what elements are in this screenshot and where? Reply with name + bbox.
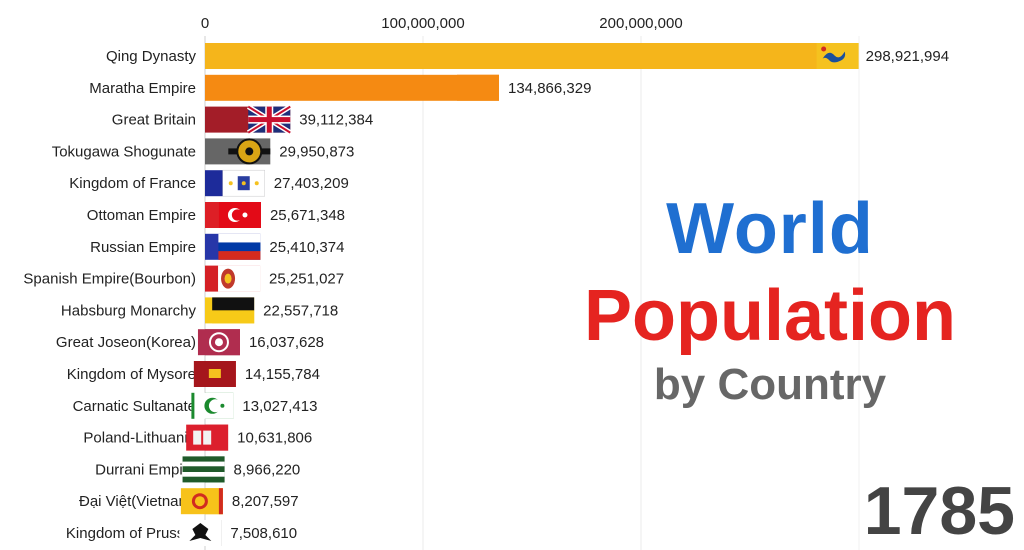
joseon-flag xyxy=(197,329,240,356)
mysore-flag xyxy=(193,361,236,387)
value-label: 25,410,374 xyxy=(269,239,344,256)
value-label: 25,251,027 xyxy=(269,271,344,288)
category-label: Ottoman Empire xyxy=(87,207,196,224)
value-label: 16,037,628 xyxy=(249,334,324,351)
chart-title-population: Population xyxy=(584,276,956,356)
spanish-bourbon-arms-flag xyxy=(218,265,261,292)
category-label: Đại Việt(Vietnam) xyxy=(79,493,196,510)
category-label: Durrani Empire xyxy=(95,461,196,478)
category-label: Great Britain xyxy=(112,112,196,129)
value-label: 39,112,384 xyxy=(299,112,373,129)
year-label: 1785 xyxy=(863,473,1015,549)
category-label: Kingdom of Prussia xyxy=(66,525,197,542)
value-label: 14,155,784 xyxy=(245,366,320,383)
union-jack-flag xyxy=(246,104,292,135)
category-label: Maratha Empire xyxy=(89,80,196,97)
bourbon-royal-flag xyxy=(222,169,265,197)
qing-dragon-flag xyxy=(816,43,859,69)
carnatic-crescent-flag xyxy=(191,392,234,419)
value-label: 7,508,610 xyxy=(230,525,297,542)
category-label: Kingdom of Mysore xyxy=(67,366,196,383)
bar xyxy=(205,43,857,69)
value-label: 29,950,873 xyxy=(279,143,354,160)
x-tick-label: 200,000,000 xyxy=(599,15,682,32)
value-label: 22,557,718 xyxy=(263,302,338,319)
category-label: Tokugawa Shogunate xyxy=(52,143,196,160)
poland-lithuania-flag xyxy=(186,424,229,451)
value-label: 134,866,329 xyxy=(508,80,591,97)
category-label: Qing Dynasty xyxy=(106,48,197,65)
ottoman-crescent-flag xyxy=(218,202,261,228)
category-label: Poland-Lithuania xyxy=(83,430,196,447)
chart-subtitle: by Country xyxy=(653,360,887,409)
category-label: Carnatic Sultanate xyxy=(73,398,196,415)
category-label: Russian Empire xyxy=(90,239,196,256)
maratha-flag xyxy=(457,74,500,101)
category-label: Habsburg Monarchy xyxy=(61,302,197,319)
value-label: 13,027,413 xyxy=(242,398,317,415)
bar xyxy=(205,74,500,101)
value-label: 10,631,806 xyxy=(237,430,312,447)
value-label: 298,921,994 xyxy=(866,48,949,65)
chart-title-world: World xyxy=(666,189,874,269)
tokugawa-mon-flag xyxy=(228,138,271,165)
dai-viet-flag xyxy=(180,488,223,515)
category-label: Spanish Empire(Bourbon) xyxy=(23,271,196,288)
x-tick-label: 100,000,000 xyxy=(381,15,464,32)
category-label: Kingdom of France xyxy=(69,175,196,192)
value-label: 8,966,220 xyxy=(234,461,301,478)
value-label: 25,671,348 xyxy=(270,207,345,224)
habsburg-flag xyxy=(212,297,255,324)
category-label: Great Joseon(Korea) xyxy=(56,334,196,351)
durrani-flag xyxy=(182,456,225,483)
prussia-eagle-flag xyxy=(179,520,222,546)
value-label: 8,207,597 xyxy=(232,493,299,510)
x-tick-label: 0 xyxy=(201,15,209,32)
value-label: 27,403,209 xyxy=(274,175,349,192)
russian-tricolor-flag xyxy=(218,233,261,260)
